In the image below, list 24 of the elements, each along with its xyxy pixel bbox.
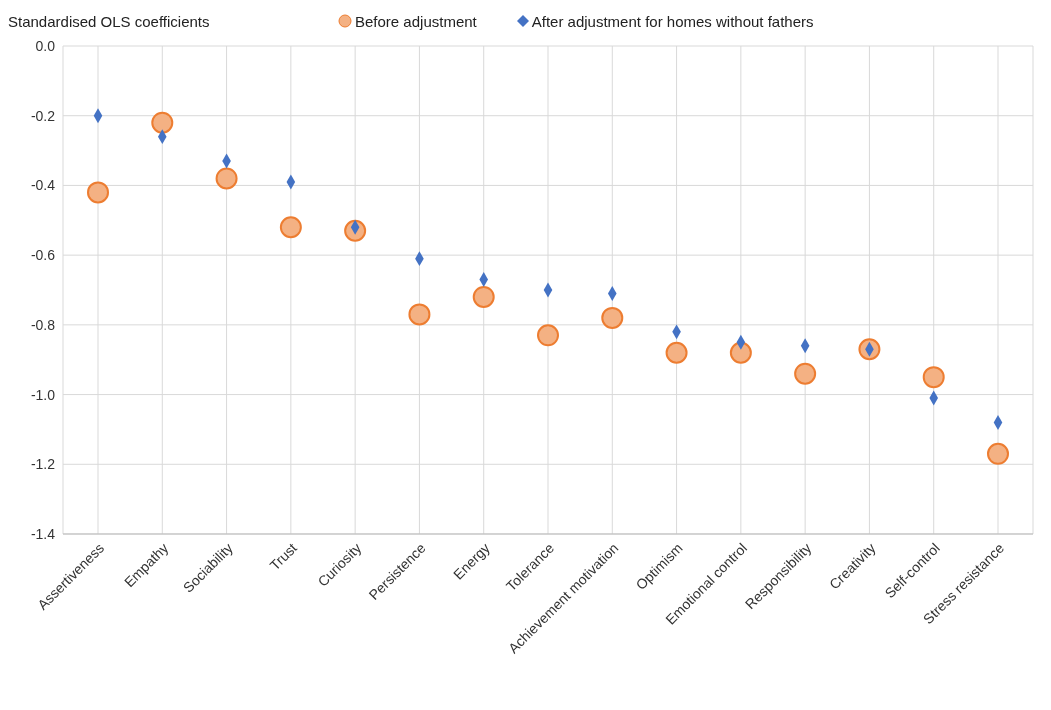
y-tick-label: -0.2	[30, 107, 56, 124]
y-tick-label: 0.0	[35, 37, 56, 54]
point	[665, 341, 688, 364]
y-tick-label: -0.8	[30, 316, 56, 333]
y-tick-label: -1.0	[30, 386, 56, 403]
point	[87, 181, 109, 204]
point	[794, 362, 817, 385]
point	[987, 442, 1009, 465]
point	[537, 324, 559, 347]
point	[215, 167, 238, 190]
y-tick-label: -1.4	[30, 525, 56, 542]
y-axis-title: Standardised OLS coefficients	[8, 12, 210, 30]
point	[601, 306, 624, 329]
y-tick-label: -0.6	[30, 247, 56, 264]
point	[151, 111, 174, 134]
y-tick-label: -0.4	[30, 177, 56, 194]
point	[408, 303, 431, 326]
legend-label: Before adjustment	[355, 12, 477, 30]
point	[729, 341, 752, 364]
y-tick-label: -1.2	[30, 456, 56, 473]
point	[472, 285, 495, 308]
point	[279, 216, 302, 239]
legend-label: After adjustment for homes without fathers	[531, 12, 814, 30]
point	[922, 366, 945, 389]
